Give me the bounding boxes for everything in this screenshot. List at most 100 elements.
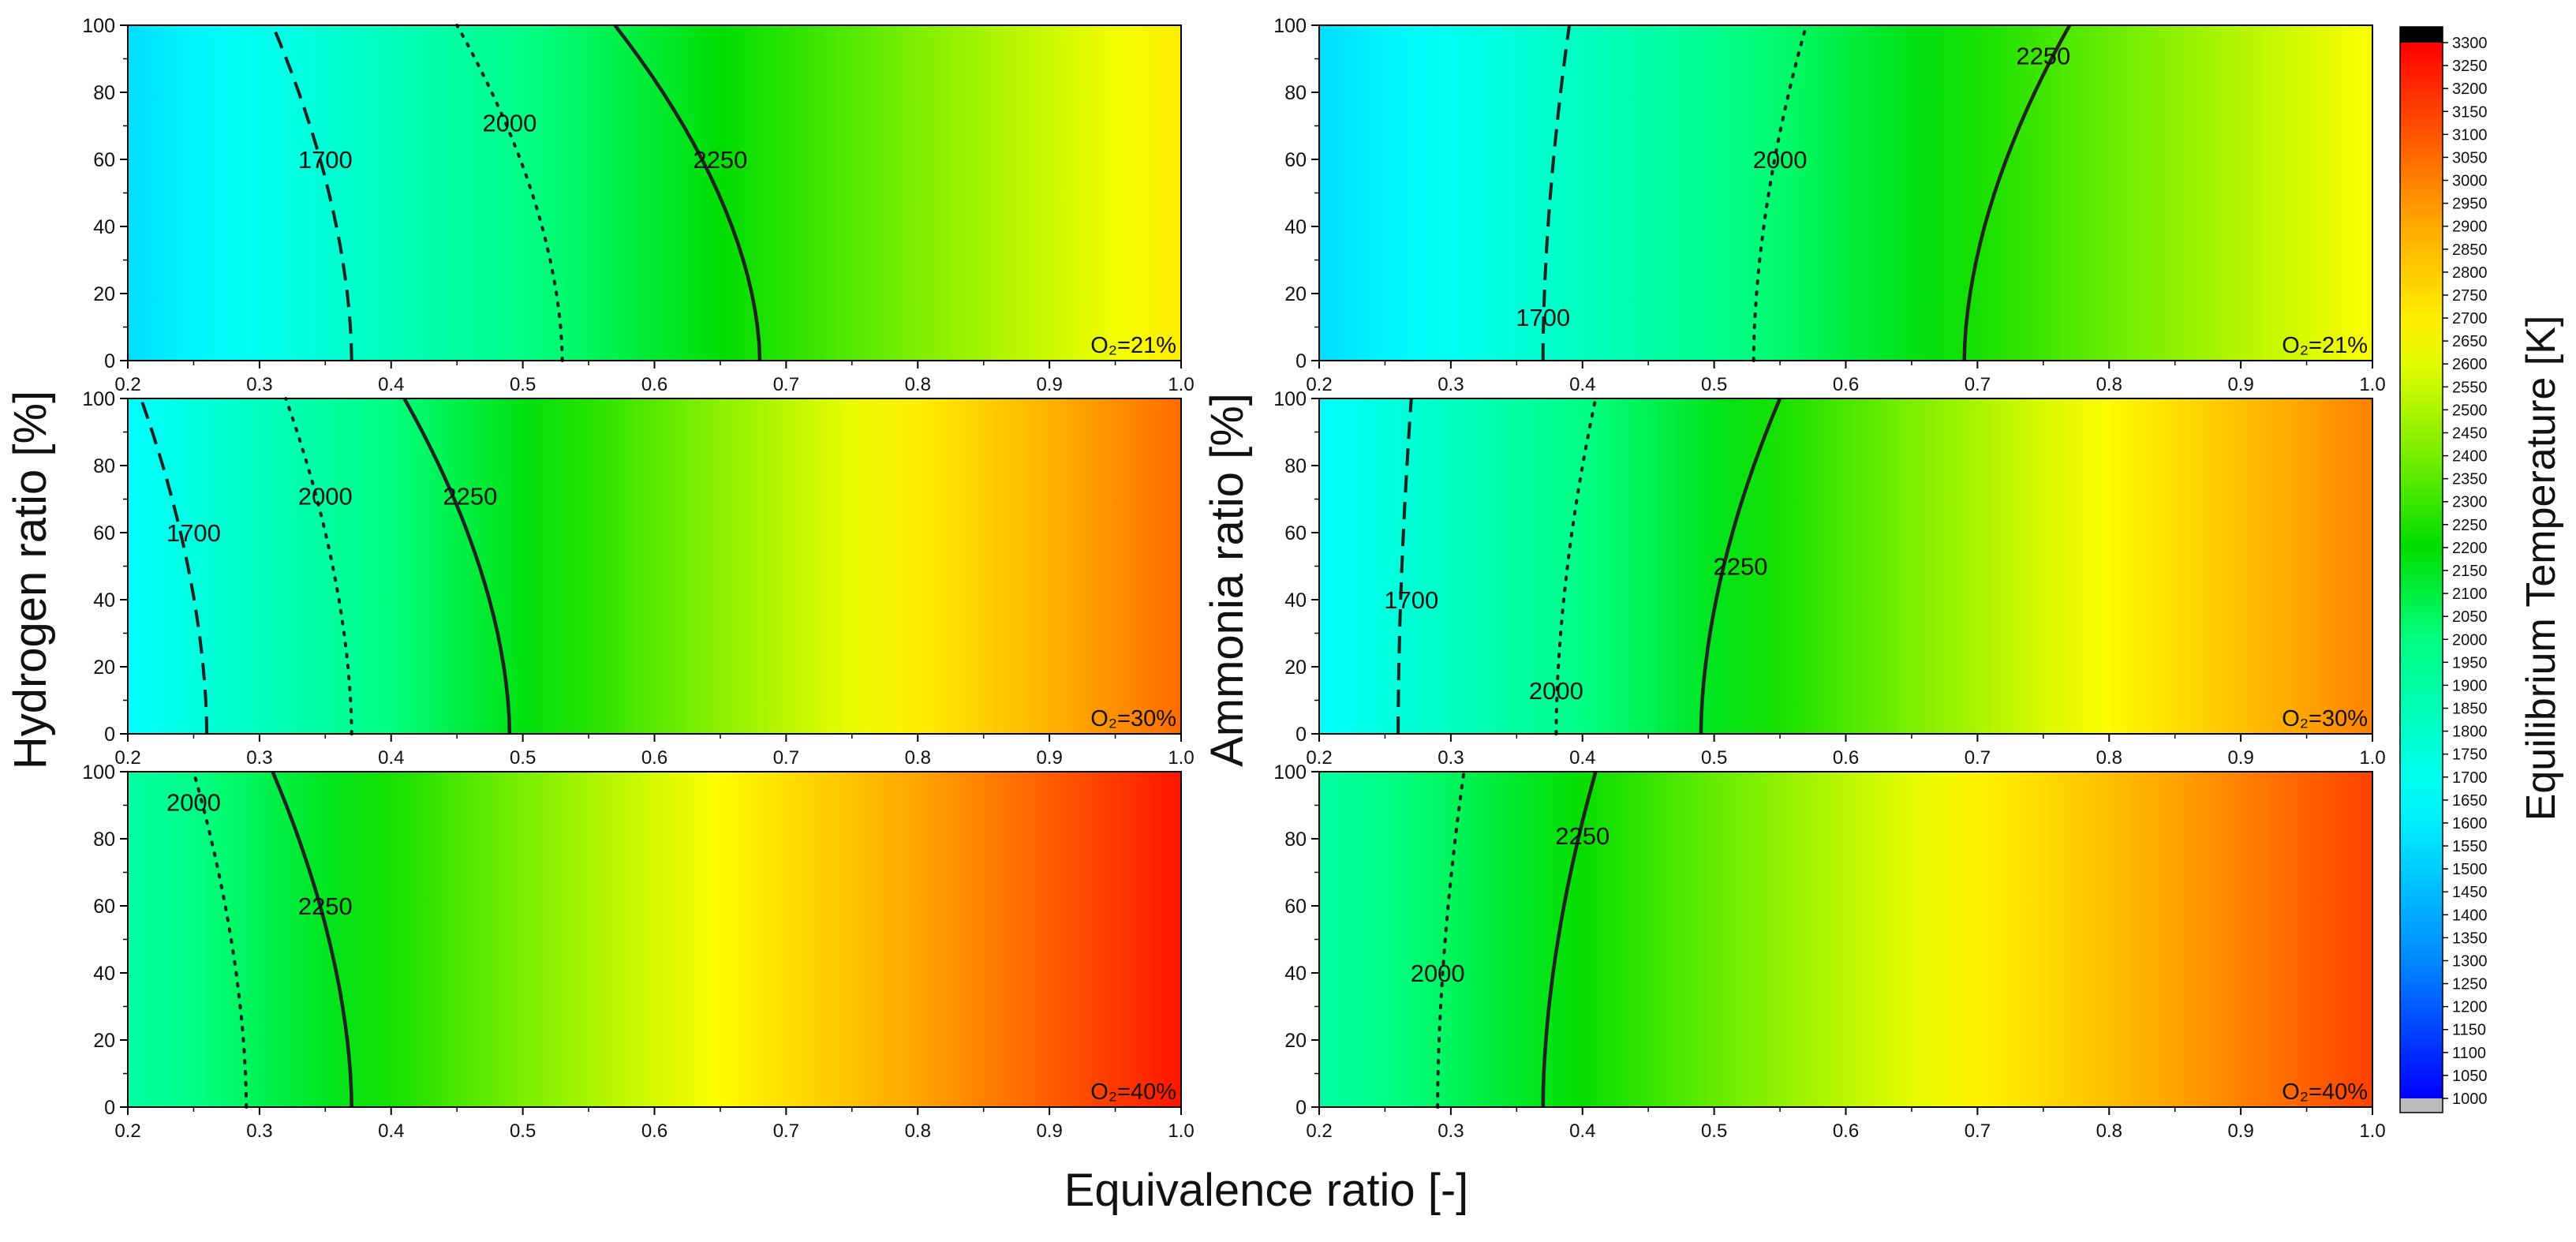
y-tick-label: 20 <box>1284 283 1307 305</box>
colorbar: 1000 1050 1100 1150 1200 1250 1300 1350 1400 1450… <box>2399 26 2488 1113</box>
x-tick-label: 0.6 <box>1833 374 1859 395</box>
o2-fraction-label: O₂=40% <box>1090 1079 1176 1105</box>
x-tick-label: 0.2 <box>114 374 140 395</box>
colorbar-tick-label: 3250 <box>2452 58 2488 75</box>
x-tick-label: 0.4 <box>378 1120 404 1142</box>
colorbar-label: Equilibrium Temperature [K] <box>2518 316 2564 821</box>
y-tick-label: 80 <box>1284 82 1307 104</box>
x-tick-label: 0.7 <box>773 747 799 769</box>
y-tick-label: 40 <box>1284 589 1307 612</box>
x-tick-label: 0.7 <box>1965 1120 1991 1142</box>
heatmap-fill <box>1319 772 2372 1107</box>
colorbar-tick-label: 1650 <box>2452 792 2488 810</box>
heatmap-fill <box>128 772 1181 1107</box>
y-tick-label: 100 <box>82 388 115 410</box>
colorbar-tick-label: 2500 <box>2452 402 2488 419</box>
contour-line-2250 <box>613 24 762 361</box>
y-tick-label: 20 <box>93 657 115 679</box>
left-y-axis-label: Hydrogen ratio [%] <box>5 391 56 769</box>
contour-label-1700: 1700 <box>1384 586 1438 614</box>
x-axis-label: Equivalence ratio [-] <box>1064 1165 1469 1216</box>
contour-line-2250 <box>402 397 512 735</box>
contour-label-1700: 1700 <box>166 519 221 547</box>
colorbar-tick-label: 1350 <box>2452 930 2488 947</box>
x-tick-label: 0.7 <box>773 374 799 395</box>
colorbar-tick-label: 2050 <box>2452 608 2488 626</box>
colorbar-tick-label: 1800 <box>2452 724 2488 741</box>
x-tick-label: 0.8 <box>2096 1120 2122 1142</box>
contour-label-2000: 2000 <box>1411 960 1465 987</box>
x-tick-label: 0.8 <box>905 747 931 769</box>
x-tick-label: 0.3 <box>246 374 272 395</box>
colorbar-tick-label: 1250 <box>2452 976 2488 993</box>
x-tick-label: 0.5 <box>510 374 536 395</box>
contour-label-1700: 1700 <box>298 146 353 174</box>
colorbar-tick-label: 1700 <box>2452 769 2488 787</box>
y-tick-label: 80 <box>93 455 115 477</box>
colorbar-tick-label: 2650 <box>2452 333 2488 350</box>
y-tick-label: 0 <box>104 724 115 746</box>
colorbar-tick-label: 2550 <box>2452 379 2488 396</box>
heatmap-fill <box>128 25 1181 361</box>
colorbar-tick-label: 2300 <box>2452 494 2488 511</box>
y-tick-label: 20 <box>1284 1030 1307 1052</box>
contour-line-2250 <box>1541 771 1598 1108</box>
contour-line-2250 <box>271 771 353 1108</box>
x-tick-label: 0.5 <box>510 747 536 769</box>
contour-label-2250: 2250 <box>693 146 747 174</box>
colorbar-tick-label: 1200 <box>2452 999 2488 1016</box>
x-tick-label: 0.2 <box>114 747 140 769</box>
heatmap-fill <box>1319 25 2372 361</box>
colorbar-tick-label: 1050 <box>2452 1068 2488 1085</box>
y-tick-label: 80 <box>1284 829 1307 851</box>
colorbar-tick-label: 2000 <box>2452 631 2488 649</box>
colorbar-tick-label: 1850 <box>2452 701 2488 718</box>
x-tick-label: 0.9 <box>1036 747 1062 769</box>
colorbar-frame <box>2399 26 2443 1113</box>
contour-line-1700 <box>271 24 353 361</box>
contour-label-2250: 2250 <box>1714 553 1768 581</box>
contour-label-2000: 2000 <box>166 788 221 816</box>
colorbar-tick-label: 2800 <box>2452 264 2488 282</box>
o2-fraction-label: O₂=21% <box>1090 333 1176 358</box>
x-tick-label: 0.5 <box>1701 374 1727 395</box>
colorbar-tick-label: 2350 <box>2452 471 2488 488</box>
y-tick-label: 80 <box>1284 455 1307 477</box>
x-tick-label: 0.8 <box>2096 374 2122 395</box>
colorbar-tick-label: 2750 <box>2452 287 2488 305</box>
x-tick-label: 0.8 <box>905 1120 931 1142</box>
colorbar-tick-label: 2250 <box>2452 517 2488 534</box>
x-tick-label: 0.5 <box>1701 747 1727 769</box>
colorbar-tick-label: 2900 <box>2452 219 2488 236</box>
colorbar-tick-label: 1450 <box>2452 884 2488 901</box>
y-tick-label: 0 <box>104 350 115 372</box>
colorbar-tick-label: 1950 <box>2452 654 2488 672</box>
x-tick-label: 0.4 <box>1569 374 1595 395</box>
colorbar-tick-label: 2150 <box>2452 563 2488 580</box>
y-tick-label: 100 <box>1273 761 1307 784</box>
contour-line-2000 <box>1554 397 1598 735</box>
x-tick-label: 0.2 <box>1306 374 1332 395</box>
colorbar-tick-label: 1500 <box>2452 861 2488 878</box>
x-tick-label: 0.6 <box>641 374 667 395</box>
x-tick-label: 0.5 <box>510 1120 536 1142</box>
contour-label-2000: 2000 <box>1529 677 1583 705</box>
x-tick-label: 0.8 <box>2096 747 2122 769</box>
x-tick-label: 0.3 <box>1438 1120 1464 1142</box>
contour-line-2000 <box>455 24 564 362</box>
y-tick-label: 40 <box>93 589 115 612</box>
colorbar-tick-label: 1750 <box>2452 746 2488 764</box>
colorbar-tick-label: 2200 <box>2452 540 2488 557</box>
panel-hydrogen-1: 1700 2000 2250 0.2 0.3 0.4 0.5 0.6 0.7 0.8 0.9 1.0 0… <box>82 15 1194 395</box>
x-tick-label: 0.2 <box>1306 747 1332 769</box>
panel-hydrogen-2: 1700 2000 2250 0.2 0.3 0.4 0.5 0.6 0.7 0.8 0.9 1.0 0… <box>82 388 1194 769</box>
x-tick-label: 1.0 <box>1168 747 1194 769</box>
colorbar-tick-label: 2450 <box>2452 425 2488 442</box>
x-tick-label: 0.9 <box>1036 374 1062 395</box>
o2-fraction-label: O₂=30% <box>1090 706 1176 731</box>
colorbar-tick-label: 2700 <box>2452 310 2488 327</box>
x-tick-label: 0.3 <box>1438 374 1464 395</box>
x-tick-label: 1.0 <box>2359 747 2385 769</box>
y-tick-label: 60 <box>1284 522 1307 544</box>
